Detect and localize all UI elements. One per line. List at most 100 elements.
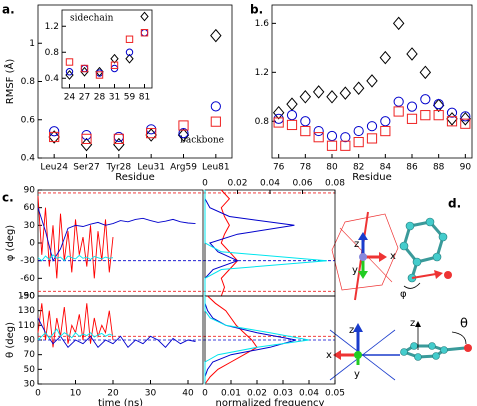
marker	[459, 112, 472, 126]
marker	[380, 116, 391, 127]
series-line	[204, 295, 258, 385]
marker	[273, 117, 284, 128]
marker	[340, 132, 351, 143]
angle-arc	[451, 331, 467, 345]
x-tick-label: 0	[35, 389, 41, 399]
panel-label: b.	[250, 3, 263, 17]
y-axis-label: φ (deg)	[5, 225, 16, 262]
marker	[380, 125, 391, 137]
plot-frame	[271, 4, 473, 159]
x-axis-label: Residue	[115, 172, 154, 183]
marker	[49, 126, 60, 137]
y-tick-label: -30	[20, 256, 35, 266]
plot-frame	[204, 295, 336, 385]
series-line	[37, 207, 196, 262]
x-tick-label: 10	[70, 389, 82, 399]
marker	[210, 28, 222, 43]
x-tick-label: 31	[109, 93, 120, 103]
marker	[145, 128, 157, 142]
marker	[446, 116, 458, 127]
y-tick-label: 90	[24, 186, 36, 196]
series-line	[204, 296, 297, 384]
atom	[359, 253, 367, 261]
marker	[113, 133, 124, 144]
plot-frame	[204, 189, 336, 297]
y-tick-label: 90	[24, 336, 36, 346]
marker	[286, 119, 298, 131]
marker	[300, 125, 311, 137]
x-tick-label: 82	[353, 163, 364, 173]
x-tick-label: 59	[124, 93, 136, 103]
x-tick-label: 0.01	[221, 389, 241, 399]
axis-label: y	[352, 265, 358, 276]
marker	[326, 90, 338, 104]
x-tick-label: Tyr28	[106, 163, 132, 173]
series-line	[37, 303, 114, 348]
marker	[80, 137, 93, 152]
y-tick-label: 1.6	[255, 19, 270, 29]
y-tick-label: 0.4	[45, 74, 60, 84]
x-tick-label: 28	[94, 93, 106, 103]
marker	[178, 120, 189, 131]
series-line	[37, 328, 114, 341]
atoms	[399, 217, 448, 283]
marker	[300, 116, 311, 127]
atom	[464, 344, 472, 352]
x-axis-label: time (ns)	[98, 398, 143, 406]
marker	[420, 110, 431, 121]
axis-label: z	[354, 239, 359, 250]
marker	[125, 53, 134, 64]
marker	[419, 65, 432, 80]
x-arrow	[411, 273, 437, 279]
y-tick-label: 0.6	[21, 115, 36, 125]
y-tick-label: 30	[24, 380, 36, 390]
marker	[366, 133, 378, 144]
marker	[433, 110, 444, 121]
arrow-head	[434, 270, 443, 279]
atoms	[400, 342, 448, 361]
panel-label: d.	[448, 197, 461, 211]
x-tick-label: Leu24	[40, 163, 68, 173]
marker	[95, 71, 104, 79]
y-tick-label: 110	[18, 321, 35, 331]
x-tick-label: 30	[145, 389, 157, 399]
marker	[379, 50, 392, 65]
marker	[286, 110, 298, 121]
marker	[313, 132, 324, 143]
x-tick-label: 20	[107, 389, 119, 399]
ring	[402, 220, 445, 279]
arrow-head	[415, 321, 421, 327]
marker	[210, 116, 221, 127]
marker	[326, 140, 338, 151]
x-tick-label: 86	[406, 163, 418, 173]
annotation: backbone	[180, 136, 224, 146]
arrow-head	[358, 232, 368, 240]
plot-frame	[61, 9, 153, 89]
marker	[81, 133, 92, 144]
angle-label: θ	[460, 317, 468, 332]
marker	[339, 86, 352, 100]
marker	[65, 68, 74, 76]
y-tick-label: 0.8	[45, 48, 60, 58]
marker	[460, 111, 471, 122]
x-tick-label: 0.04	[260, 179, 280, 189]
marker	[177, 128, 190, 142]
y-axis-label: RMSF (Å)	[3, 59, 16, 105]
angle-arc	[403, 282, 421, 289]
x-tick-label: 24	[64, 93, 76, 103]
x-tick-label: Arg59	[170, 163, 197, 173]
marker	[272, 105, 285, 120]
panel-label: c.	[2, 191, 14, 205]
x-tick-label: 81	[139, 93, 150, 103]
x-tick-label: 78	[300, 163, 312, 173]
series-line	[204, 190, 327, 296]
y-tick-label: 60	[24, 203, 36, 213]
y-tick-label: 70	[24, 350, 36, 360]
x-tick-label: 40	[182, 389, 194, 399]
y-tick-label: -60	[20, 274, 35, 284]
marker	[299, 90, 312, 104]
marker	[113, 137, 125, 152]
marker	[353, 136, 364, 148]
panel-label: a.	[2, 3, 15, 17]
y-tick-label: 1.2	[45, 22, 59, 32]
